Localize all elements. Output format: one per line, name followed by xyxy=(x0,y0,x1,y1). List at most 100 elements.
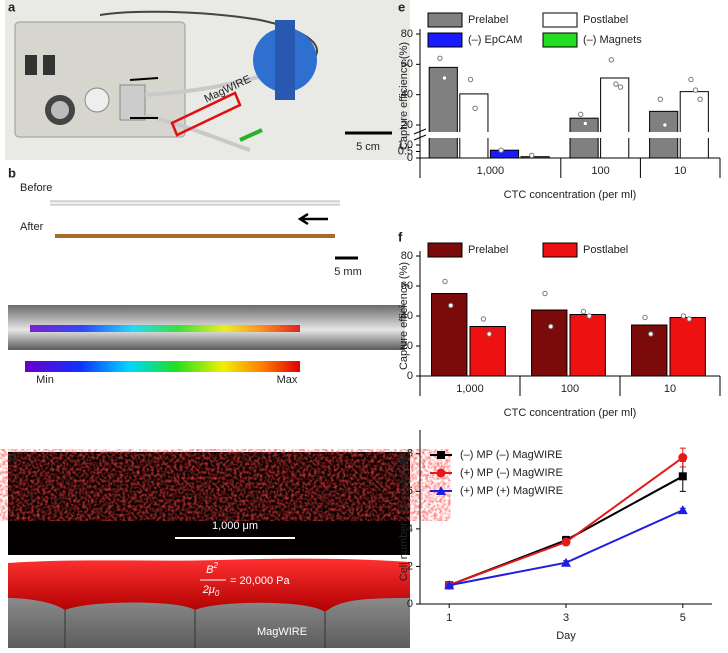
y-axis-label: Capture efficiency (%) xyxy=(398,262,410,370)
panel-label: e xyxy=(398,0,405,14)
equation-value: = 20,000 Pa xyxy=(230,575,291,587)
series-line xyxy=(449,509,684,587)
replicate-point xyxy=(467,76,474,83)
y-tick-label: 0 xyxy=(407,152,413,164)
y-tick-label: 60 xyxy=(401,58,413,70)
legend-label: Postlabel xyxy=(583,14,628,26)
legend-swatch xyxy=(542,242,578,258)
scale-bar-label: 1,000 μm xyxy=(212,520,258,532)
marker xyxy=(678,453,688,463)
panel-label: d xyxy=(8,449,16,464)
x-tick-label: 1,000 xyxy=(456,383,484,395)
panel-label: a xyxy=(8,0,16,14)
equation-denominator: 2μ0 xyxy=(202,584,220,598)
panel-label: f xyxy=(398,229,403,244)
legend-swatch xyxy=(427,242,463,258)
bar xyxy=(569,117,599,159)
axis-break xyxy=(412,132,720,138)
wire-label: MagWIRE xyxy=(257,626,307,638)
x-tick-label: 100 xyxy=(591,165,609,177)
marker xyxy=(677,505,688,515)
x-tick-label: 100 xyxy=(561,383,579,395)
replicate-point xyxy=(582,120,589,127)
replicate-point xyxy=(437,55,443,61)
replicate-point xyxy=(578,111,584,118)
arrow xyxy=(297,212,328,226)
y-tick-label: 2 xyxy=(407,560,413,572)
replicate-point xyxy=(472,105,478,112)
x-axis-label: Day xyxy=(556,630,576,642)
bar xyxy=(679,91,709,159)
marker xyxy=(444,580,455,590)
x-tick-label: 3 xyxy=(563,612,569,624)
replicate-point xyxy=(642,314,648,321)
marker xyxy=(437,451,445,459)
y-tick-label: 6 xyxy=(407,485,413,497)
numerator-power: 2 xyxy=(212,561,218,570)
bar xyxy=(428,66,458,159)
y-tick-label: 0 xyxy=(407,370,413,382)
replicate-point xyxy=(580,308,587,315)
denominator: 2μ xyxy=(202,584,215,596)
replicate-point xyxy=(486,331,492,337)
x-tick-label: 10 xyxy=(674,165,686,177)
replicate-point xyxy=(686,316,692,322)
marker xyxy=(436,486,446,495)
bar xyxy=(489,149,520,159)
panel-label: g xyxy=(398,449,406,464)
replicate-point xyxy=(441,75,448,81)
replicate-point xyxy=(657,96,664,102)
y-tick-label: 0.5 xyxy=(398,145,413,157)
replicate-point xyxy=(697,96,703,102)
after-label: After xyxy=(20,221,44,233)
heat-strip xyxy=(30,325,300,332)
legend-swatch xyxy=(542,12,578,28)
bar xyxy=(600,77,630,159)
x-tick-label: 1,000 xyxy=(477,165,505,177)
x-tick-label: 5 xyxy=(680,612,686,624)
replicate-point xyxy=(529,152,535,159)
replicate-point xyxy=(662,122,668,128)
replicate-point xyxy=(680,313,687,319)
replicate-point xyxy=(548,323,554,330)
panel-label: b xyxy=(8,165,16,180)
x-tick-label: 1 xyxy=(446,612,452,624)
numerator: B xyxy=(206,564,213,576)
denominator-index: 0 xyxy=(215,589,220,598)
colorbar-max: Max xyxy=(277,374,298,386)
marker xyxy=(561,557,571,567)
replicate-point xyxy=(617,84,624,90)
replicate-point xyxy=(542,290,548,297)
y-tick-label: 0 xyxy=(407,598,413,610)
replicate-point xyxy=(480,316,487,322)
x-axis-label: CTC concentration (per ml) xyxy=(504,407,637,419)
y-axis-label: Cell number (normalized) xyxy=(398,458,410,582)
legend-label: (–) MP (–) MagWIRE xyxy=(460,449,562,461)
replicate-point xyxy=(613,81,619,87)
legend-swatch xyxy=(427,12,463,28)
replicate-point xyxy=(442,278,448,285)
legend-label: Postlabel xyxy=(583,244,628,256)
y-tick-label: 80 xyxy=(401,28,413,40)
photo-a xyxy=(5,0,410,160)
marker xyxy=(436,468,446,478)
legend-label: (–) Magnets xyxy=(583,34,642,46)
replicate-point xyxy=(688,76,694,83)
x-tick-label: 10 xyxy=(664,383,676,395)
replicate-point xyxy=(586,313,592,319)
legend-label: (+) MP (+) MagWIRE xyxy=(460,485,563,497)
scale-bar-label: 5 mm xyxy=(334,266,362,278)
y-tick-label: 80 xyxy=(401,250,413,262)
y-tick-label: 8 xyxy=(407,448,413,460)
replicate-point xyxy=(692,87,699,93)
y-tick-label: 60 xyxy=(401,280,413,292)
y-tick-label: 4 xyxy=(407,523,413,535)
x-axis-label: CTC concentration (per ml) xyxy=(504,189,637,201)
bar xyxy=(531,309,568,377)
y-axis-label: Capture efficiency (%) xyxy=(398,42,410,150)
field-surface xyxy=(8,558,410,612)
marker xyxy=(561,537,571,547)
legend-label: (+) MP (–) MagWIRE xyxy=(460,467,563,479)
replicate-point xyxy=(448,302,454,309)
